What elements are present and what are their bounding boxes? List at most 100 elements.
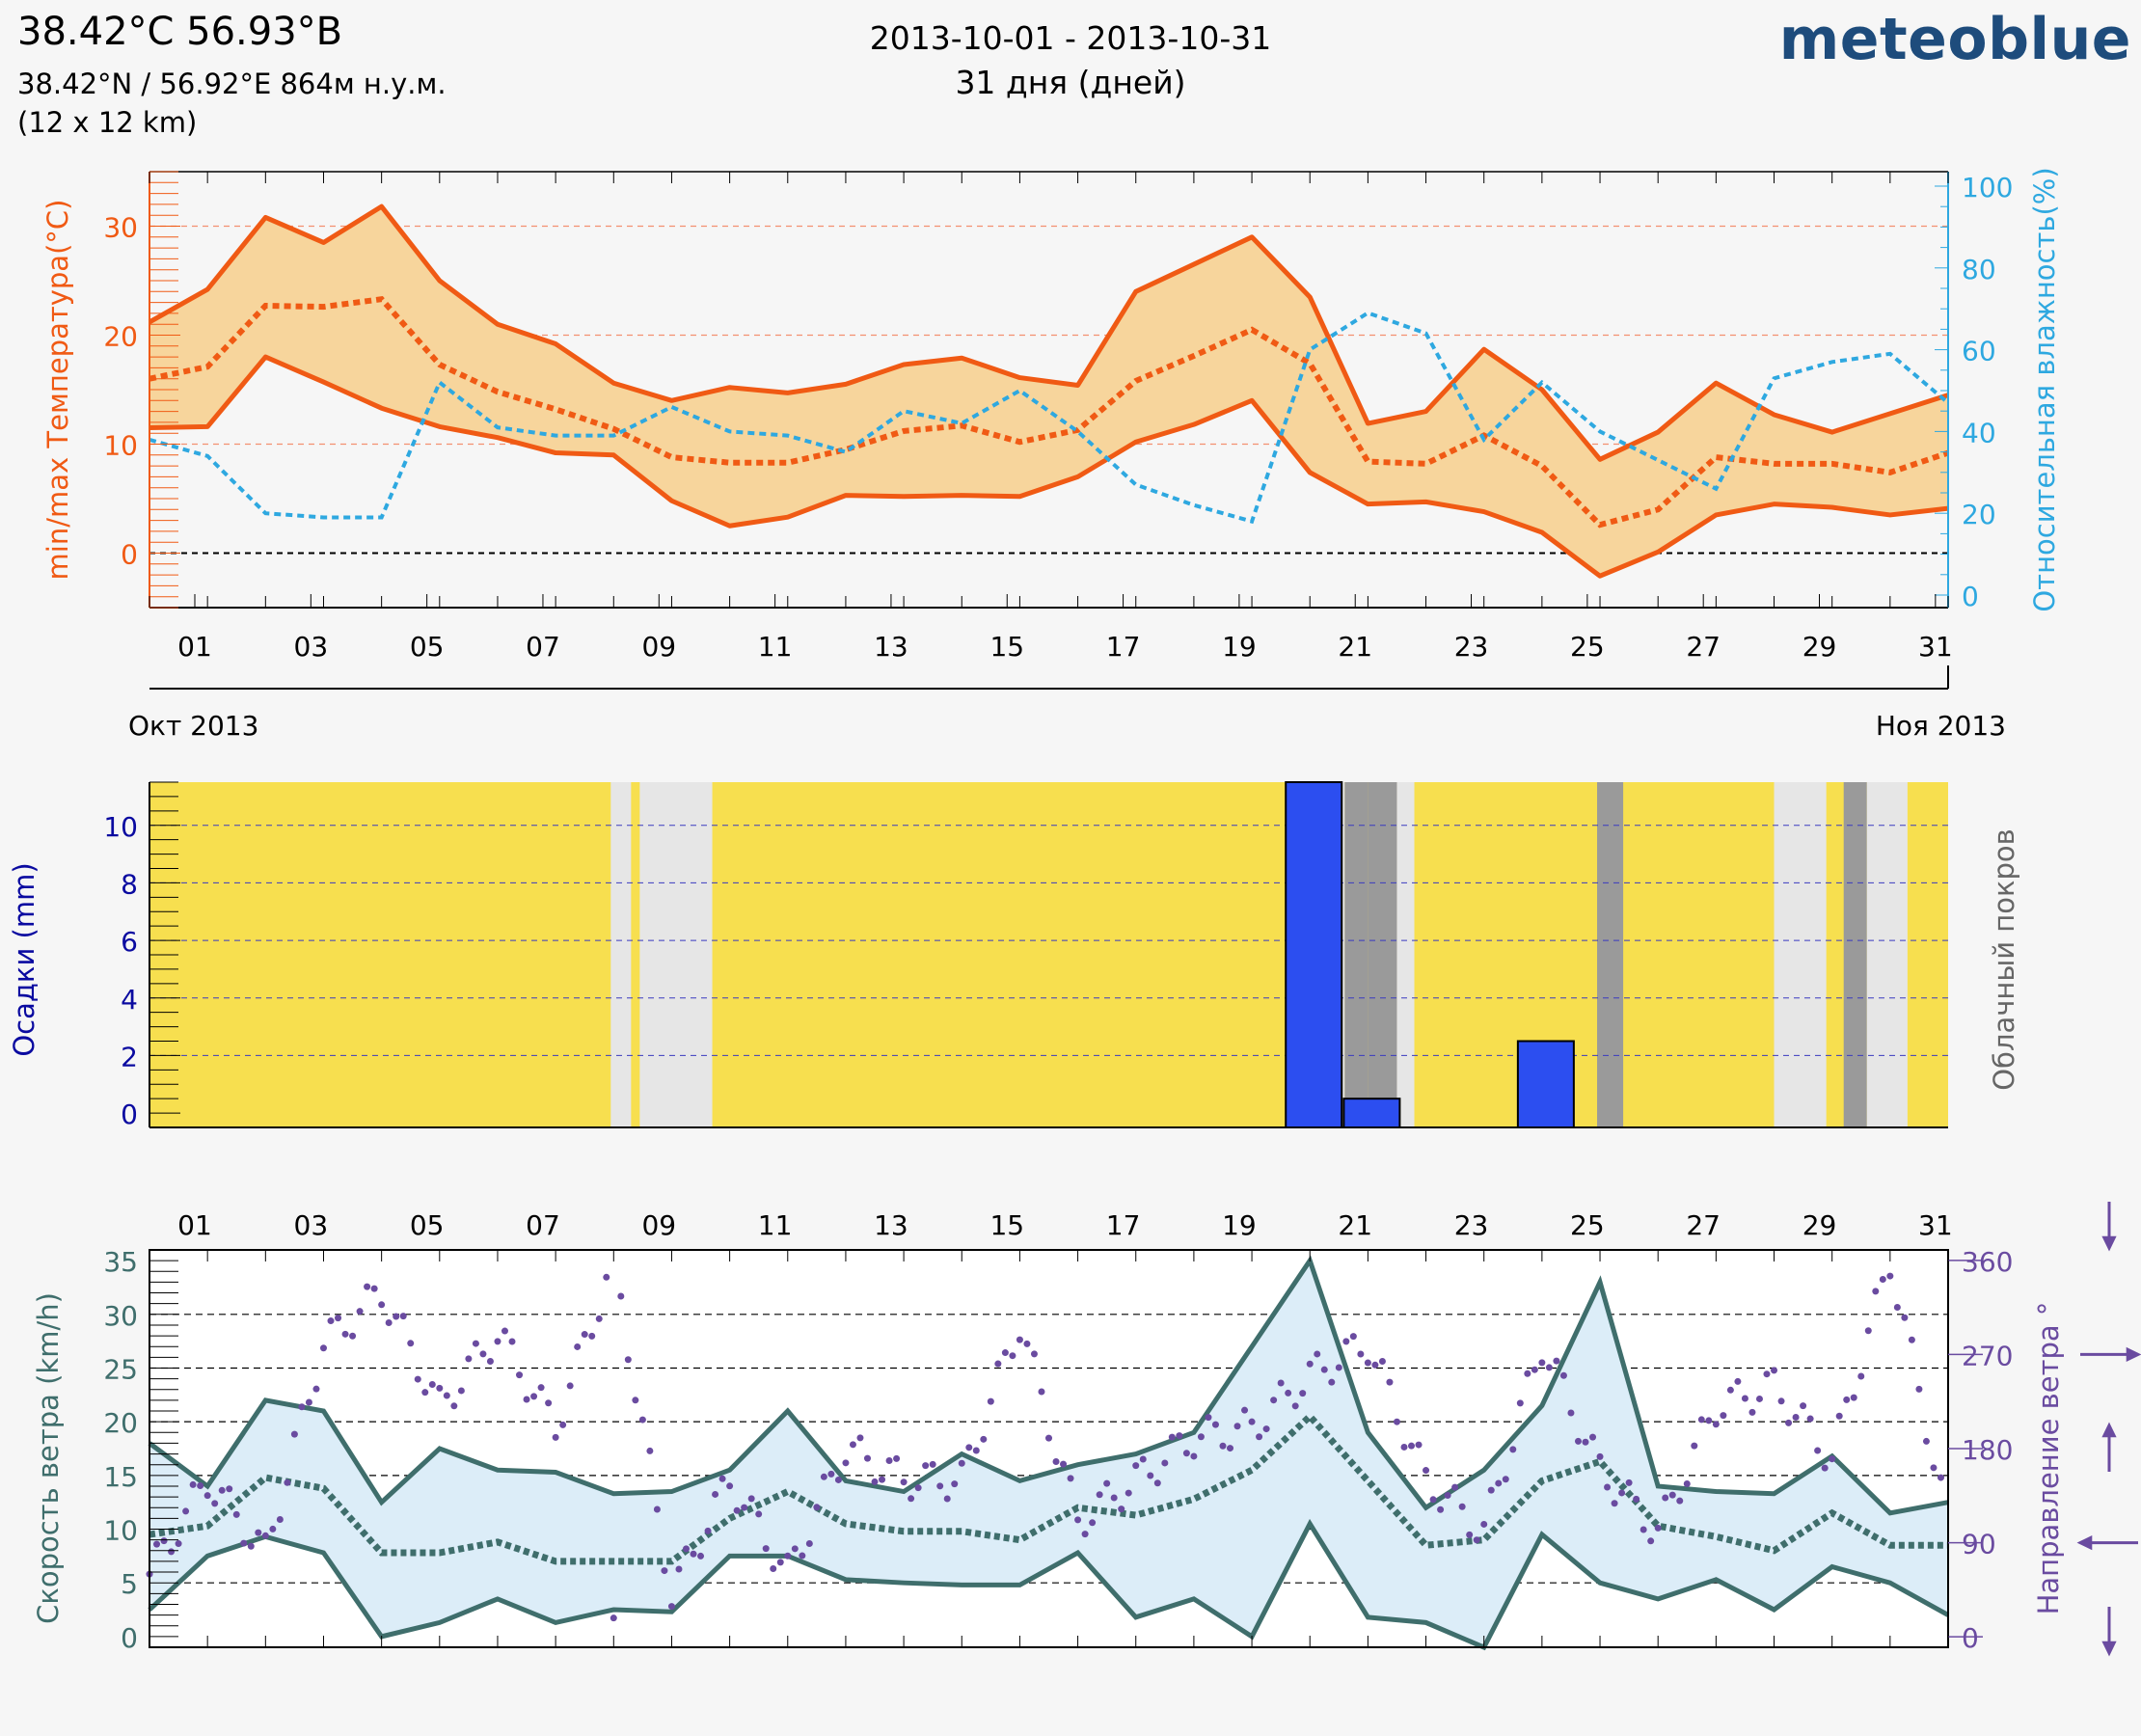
wind-direction-point bbox=[726, 1482, 734, 1490]
wind-direction-point bbox=[1654, 1524, 1662, 1532]
precip-tick-label: 10 bbox=[103, 811, 138, 843]
wind-direction-point bbox=[1328, 1378, 1336, 1386]
day-tick-label: 01 bbox=[177, 631, 212, 663]
wind-direction-point bbox=[1604, 1483, 1612, 1491]
location-title: 38.42°C 56.93°B bbox=[17, 10, 343, 54]
wind-direction-point bbox=[784, 1552, 792, 1560]
wind-direction-point bbox=[1357, 1350, 1365, 1358]
wind-direction-point bbox=[269, 1525, 277, 1533]
wind-direction-point bbox=[1429, 1496, 1437, 1504]
wind-direction-point bbox=[603, 1273, 610, 1281]
wind-direction-point bbox=[827, 1470, 835, 1478]
wind-direction-point bbox=[312, 1385, 320, 1393]
wind-direction-point bbox=[1785, 1419, 1793, 1426]
wind-direction-point bbox=[1835, 1412, 1843, 1420]
wind-direction-point bbox=[545, 1399, 553, 1407]
wind-direction-point bbox=[1045, 1434, 1052, 1442]
wind-direction-point bbox=[226, 1485, 233, 1493]
wind-direction-point bbox=[1466, 1531, 1474, 1538]
month-label-start: Окт 2013 bbox=[128, 710, 258, 742]
wind-direction-point bbox=[298, 1403, 306, 1411]
wind-range-band bbox=[149, 1261, 1948, 1647]
wind-speed-tick-label: 10 bbox=[103, 1515, 138, 1547]
day-tick-label: 25 bbox=[1570, 631, 1605, 663]
wind-direction-point bbox=[1901, 1314, 1909, 1321]
date-range: 2013-10-01 - 2013-10-31 bbox=[869, 19, 1272, 57]
wind-direction-tick-label: 270 bbox=[1962, 1340, 2013, 1371]
wind-direction-point bbox=[1400, 1443, 1408, 1451]
wind-direction-point bbox=[1342, 1338, 1350, 1345]
wind-direction-point bbox=[820, 1473, 827, 1480]
wind-direction-point bbox=[1668, 1491, 1676, 1499]
wind-direction-point bbox=[1857, 1372, 1865, 1380]
day-tick-label: 15 bbox=[989, 631, 1024, 663]
day-tick-label: 29 bbox=[1802, 631, 1837, 663]
wind-direction-point bbox=[741, 1504, 748, 1511]
wind-direction-point bbox=[284, 1478, 291, 1486]
precipitation-bar bbox=[1342, 1098, 1401, 1128]
wind-day-tick-label: 15 bbox=[989, 1209, 1024, 1241]
wind-direction-point bbox=[1030, 1350, 1038, 1358]
wind-direction-point bbox=[428, 1381, 436, 1389]
wind-direction-point bbox=[552, 1433, 559, 1441]
wind-direction-point bbox=[1161, 1459, 1169, 1467]
wind-day-tick-label: 07 bbox=[526, 1209, 560, 1241]
wind-direction-point bbox=[617, 1292, 625, 1300]
min-wind-speed-line bbox=[148, 1518, 1950, 1651]
north-arrow-bottom-icon bbox=[2101, 1641, 2117, 1657]
wind-direction-point bbox=[1067, 1475, 1074, 1482]
wind-direction-point bbox=[936, 1482, 944, 1490]
temperature-tick-label: 10 bbox=[103, 430, 138, 462]
wind-direction-point bbox=[1893, 1304, 1901, 1312]
wind-direction-point bbox=[1408, 1442, 1416, 1450]
wind-direction-point bbox=[1625, 1478, 1633, 1486]
wind-direction-point bbox=[856, 1434, 864, 1442]
wind-direction-point bbox=[1850, 1394, 1857, 1401]
wind-direction-point bbox=[1168, 1433, 1176, 1441]
wind-direction-point bbox=[1538, 1359, 1546, 1367]
wind-direction-point bbox=[1074, 1516, 1082, 1524]
wind-direction-point bbox=[755, 1510, 763, 1518]
wind-direction-point bbox=[479, 1350, 487, 1358]
wind-direction-point bbox=[1248, 1418, 1256, 1425]
wind-direction-point bbox=[987, 1397, 994, 1405]
day-tick-label: 09 bbox=[641, 631, 676, 663]
wind-day-tick-label: 31 bbox=[1918, 1209, 1953, 1241]
wind-direction-point bbox=[712, 1490, 719, 1498]
wind-direction-point bbox=[1574, 1437, 1582, 1445]
wind-direction-point bbox=[457, 1387, 465, 1395]
wind-direction-point bbox=[908, 1495, 915, 1503]
wind-direction-point bbox=[1153, 1479, 1161, 1487]
wind-direction-point bbox=[327, 1317, 335, 1325]
wind-direction-point bbox=[1915, 1385, 1923, 1393]
wind-direction-point bbox=[290, 1430, 298, 1438]
wind-direction-point bbox=[160, 1537, 168, 1545]
wind-direction-point bbox=[1516, 1399, 1524, 1407]
wind-day-tick-label: 29 bbox=[1802, 1209, 1837, 1241]
wind-direction-point bbox=[1147, 1472, 1154, 1479]
wind-direction-point bbox=[255, 1529, 262, 1536]
max-temperature-line bbox=[148, 203, 1949, 462]
wind-direction-point bbox=[501, 1327, 508, 1335]
wind-direction-point bbox=[762, 1545, 770, 1553]
wind-direction-point bbox=[791, 1545, 799, 1553]
wind-direction-point bbox=[900, 1478, 908, 1486]
wind-direction-point bbox=[1306, 1360, 1314, 1368]
wind-speed-tick-label: 20 bbox=[103, 1407, 138, 1439]
wind-direction-point bbox=[667, 1603, 675, 1611]
wind-direction-point bbox=[1524, 1370, 1531, 1377]
month-label-end: Ноя 2013 bbox=[1876, 710, 2006, 742]
cloud-cover-band bbox=[1843, 782, 1867, 1127]
precip-tick-label: 4 bbox=[121, 984, 138, 1016]
wind-direction-tick-label: 90 bbox=[1962, 1529, 1996, 1560]
wind-direction-point bbox=[1792, 1413, 1800, 1421]
wind-direction-point bbox=[1611, 1500, 1618, 1507]
wind-day-tick-label: 21 bbox=[1338, 1209, 1372, 1241]
wind-direction-point bbox=[1241, 1406, 1249, 1414]
precip-tick-label: 0 bbox=[121, 1099, 138, 1130]
wind-day-tick-label: 01 bbox=[177, 1209, 212, 1241]
wind-direction-point bbox=[770, 1565, 777, 1573]
location-coordinates: 38.42°N / 56.92°E 864м н.у.м. bbox=[17, 68, 447, 100]
wind-direction-point bbox=[1930, 1464, 1938, 1472]
